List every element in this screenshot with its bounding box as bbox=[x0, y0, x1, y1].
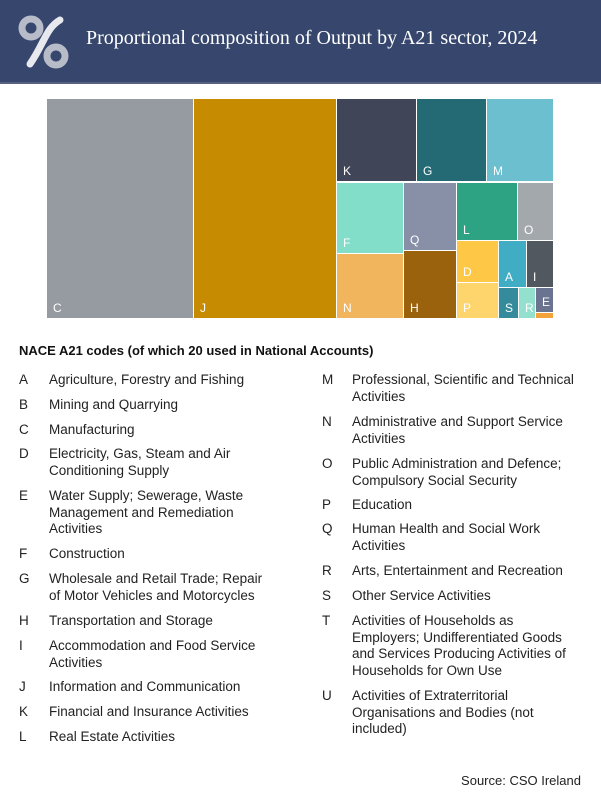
legend-code: T bbox=[322, 613, 331, 628]
treemap-cell-N[interactable]: N bbox=[337, 254, 403, 318]
treemap-cell-D[interactable]: D bbox=[457, 241, 498, 282]
legend-label: Manufacturing bbox=[49, 422, 135, 437]
chart-title: Proportional composition of Output by A2… bbox=[86, 27, 538, 49]
treemap-label: E bbox=[542, 295, 551, 309]
treemap-cell-G[interactable]: G bbox=[417, 99, 486, 181]
legend-code: C bbox=[19, 422, 29, 437]
legend-heading: NACE A21 codes (of which 20 used in Nati… bbox=[19, 343, 374, 358]
treemap-label: R bbox=[525, 301, 534, 315]
legend-code: M bbox=[322, 372, 334, 387]
treemap-cell-H[interactable]: H bbox=[404, 251, 456, 318]
treemap-label: F bbox=[343, 236, 351, 250]
treemap-label: I bbox=[533, 270, 537, 284]
legend-label: Agriculture, Forestry and Fishing bbox=[49, 372, 245, 387]
legend-code: L bbox=[19, 729, 27, 744]
treemap-cell-R[interactable]: R bbox=[519, 288, 535, 318]
treemap-label: Q bbox=[410, 233, 420, 247]
legend-code: N bbox=[322, 414, 332, 429]
treemap-cell-K[interactable]: K bbox=[337, 99, 416, 181]
legend-label: Education bbox=[352, 497, 413, 512]
cso-logo-icon bbox=[18, 15, 69, 69]
treemap-cell-L[interactable]: L bbox=[457, 183, 517, 240]
legend-label: Mining and Quarrying bbox=[49, 397, 179, 412]
legend-code: B bbox=[19, 397, 29, 412]
legend-code: E bbox=[19, 488, 29, 503]
treemap-label: H bbox=[410, 301, 419, 315]
legend-code: F bbox=[19, 546, 28, 561]
legend-label: Construction bbox=[49, 546, 125, 561]
legend-code: H bbox=[19, 613, 29, 628]
treemap-cell-E[interactable]: E bbox=[536, 288, 553, 312]
treemap-label: O bbox=[524, 223, 534, 237]
legend-code: J bbox=[19, 679, 26, 694]
treemap-label: L bbox=[463, 223, 470, 237]
legend-label: Professional, Scientific and Technical A… bbox=[352, 372, 574, 404]
treemap-cell-M[interactable]: M bbox=[487, 99, 553, 181]
legend-code: D bbox=[19, 446, 29, 461]
treemap-cell-S[interactable]: S bbox=[499, 288, 518, 318]
legend-label: Arts, Entertainment and Recreation bbox=[352, 563, 563, 578]
legend-label: Financial and Insurance Activities bbox=[49, 704, 249, 719]
legend-label: Water Supply; Sewerage, Waste Management… bbox=[49, 488, 244, 536]
legend-code: K bbox=[19, 704, 29, 719]
treemap-label: P bbox=[463, 301, 472, 315]
treemap-label: M bbox=[493, 164, 503, 178]
treemap-cell-O[interactable]: O bbox=[518, 183, 553, 240]
treemap-cell-Q[interactable]: Q bbox=[404, 183, 456, 250]
legend-label: Information and Communication bbox=[49, 679, 241, 694]
legend-label: Activities of Households as Employers; U… bbox=[352, 613, 566, 678]
legend-label: Accommodation and Food Service Activitie… bbox=[49, 638, 256, 670]
source-note: Source: CSO Ireland bbox=[461, 773, 581, 788]
treemap-label: A bbox=[505, 270, 514, 284]
legend-code: U bbox=[322, 688, 332, 703]
legend-label: Other Service Activities bbox=[352, 588, 491, 603]
legend-label: Wholesale and Retail Trade; Repair of Mo… bbox=[49, 571, 263, 603]
treemap-cell-B[interactable] bbox=[536, 313, 553, 318]
legend-label: Activities of Extraterritorial Organisat… bbox=[352, 688, 534, 736]
treemap-cell-J[interactable]: J bbox=[194, 99, 336, 318]
treemap-cell-I[interactable]: I bbox=[527, 241, 553, 287]
legend-code: S bbox=[322, 588, 332, 603]
treemap-label: G bbox=[423, 164, 433, 178]
legend-code: I bbox=[19, 638, 23, 653]
treemap-label: D bbox=[463, 265, 472, 279]
legend-label: Public Administration and Defence; Compu… bbox=[352, 456, 562, 488]
legend-label: Transportation and Storage bbox=[49, 613, 213, 628]
legend-code: Q bbox=[322, 521, 333, 536]
treemap-label: J bbox=[200, 301, 206, 315]
header-bar: Proportional composition of Output by A2… bbox=[0, 0, 601, 84]
legend-code: R bbox=[322, 563, 332, 578]
legend-code: P bbox=[322, 497, 332, 512]
legend-label: Real Estate Activities bbox=[49, 729, 176, 744]
legend-code: A bbox=[19, 372, 29, 387]
treemap-cell-C[interactable]: C bbox=[47, 99, 193, 318]
treemap-label: N bbox=[343, 301, 352, 315]
legend-label: Electricity, Gas, Steam and Air Conditio… bbox=[49, 446, 231, 478]
treemap-cell-A[interactable]: A bbox=[499, 241, 526, 287]
legend-code: O bbox=[322, 456, 333, 471]
treemap-cell-F[interactable]: F bbox=[337, 183, 403, 253]
legend-label: Human Health and Social Work Activities bbox=[352, 521, 541, 553]
treemap-label: C bbox=[53, 301, 62, 315]
legend-label: Administrative and Support Service Activ… bbox=[352, 414, 563, 446]
legend-code: G bbox=[19, 571, 30, 586]
treemap-label: S bbox=[505, 301, 514, 315]
treemap-label: K bbox=[343, 164, 352, 178]
treemap-cell-P[interactable]: P bbox=[457, 283, 498, 318]
